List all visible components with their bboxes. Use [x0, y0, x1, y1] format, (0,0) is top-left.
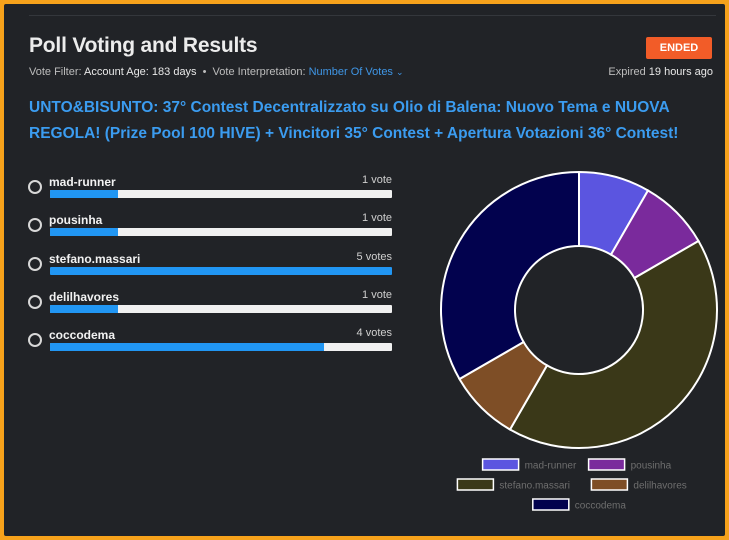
- legend-label-mad-runner[interactable]: mad-runner: [525, 461, 577, 472]
- option-votes: 1 vote: [362, 174, 392, 186]
- vote-bar-fill: [50, 305, 119, 313]
- radio-button[interactable]: [28, 180, 42, 194]
- chevron-down-icon: ⌄: [395, 67, 404, 77]
- option-name: pousinha: [49, 213, 103, 227]
- pie-slice-stefano.massari[interactable]: [508, 239, 718, 449]
- option-name: coccodema: [49, 328, 116, 342]
- results-chart: mad-runner pousinha stefano.massari delilha…: [429, 160, 729, 530]
- poll-option[interactable]: pousinha 1 vote: [28, 210, 398, 238]
- radio-button[interactable]: [28, 218, 42, 232]
- vote-bar-track: [50, 267, 392, 275]
- option-votes: 1 vote: [362, 212, 392, 224]
- expiry-value: 19 hours ago: [648, 66, 713, 78]
- poll-panel: Poll Voting and Results ENDED Vote Filte…: [4, 4, 725, 536]
- legend-swatch-pousinha[interactable]: [587, 458, 626, 471]
- expiry-info: Expired 19 hours ago: [608, 66, 713, 78]
- vote-bar-track: [50, 190, 392, 198]
- legend-swatch-stefano.massari[interactable]: [456, 478, 495, 491]
- vote-filter-label: Vote Filter:: [29, 66, 82, 78]
- vote-bar-fill: [50, 267, 392, 275]
- separator-dot: •: [202, 66, 207, 78]
- vote-bar-fill: [50, 228, 119, 236]
- vote-interpretation-value: Number Of Votes: [308, 66, 393, 78]
- top-divider: [29, 15, 716, 16]
- vote-bar-track: [50, 305, 392, 313]
- vote-filter-value: Account Age: 183 days: [84, 66, 197, 78]
- option-name: delilhavores: [49, 290, 120, 304]
- vote-interpretation-dropdown[interactable]: Number Of Votes ⌄: [309, 66, 404, 78]
- legend-label-coccodema[interactable]: coccodema: [575, 501, 627, 512]
- vote-bar-track: [50, 228, 392, 236]
- radio-button[interactable]: [28, 333, 42, 347]
- option-votes: 4 votes: [356, 327, 392, 339]
- legend-label-stefano.massari[interactable]: stefano.massari: [499, 481, 570, 492]
- radio-button[interactable]: [28, 295, 42, 309]
- pie-slice-coccodema[interactable]: [440, 170, 580, 381]
- option-name: mad-runner: [49, 175, 116, 189]
- vote-bar-fill: [50, 343, 324, 351]
- poll-option[interactable]: delilhavores 1 vote: [28, 287, 398, 315]
- post-title-link[interactable]: UNTO&BISUNTO: 37° Contest Decentralizzat…: [29, 99, 679, 142]
- legend-label-delilhavores[interactable]: delilhavores: [633, 481, 686, 492]
- vote-interpretation-label: Vote Interpretation:: [212, 66, 306, 78]
- status-badge: ENDED: [646, 37, 712, 59]
- legend-swatch-mad-runner[interactable]: [481, 458, 520, 471]
- option-votes: 5 votes: [356, 251, 392, 263]
- poll-option[interactable]: mad-runner 1 vote: [28, 172, 398, 200]
- radio-button[interactable]: [28, 257, 42, 271]
- option-votes: 1 vote: [362, 289, 392, 301]
- vote-bar-fill: [50, 190, 119, 198]
- legend-swatch-coccodema[interactable]: [532, 498, 570, 511]
- expiry-prefix: Expired: [608, 66, 646, 78]
- donut-chart-svg: mad-runner pousinha stefano.massari delilha…: [440, 170, 718, 512]
- vote-bar-track: [50, 343, 392, 351]
- vote-filter-row: Vote Filter: Account Age: 183 days • Vot…: [29, 66, 403, 78]
- poll-option[interactable]: coccodema 4 votes: [28, 325, 398, 353]
- legend-label-pousinha[interactable]: pousinha: [631, 461, 672, 472]
- legend-swatch-delilhavores[interactable]: [590, 478, 629, 491]
- page-title: Poll Voting and Results: [29, 34, 258, 57]
- poll-option[interactable]: stefano.massari 5 votes: [28, 249, 398, 277]
- option-name: stefano.massari: [49, 252, 141, 266]
